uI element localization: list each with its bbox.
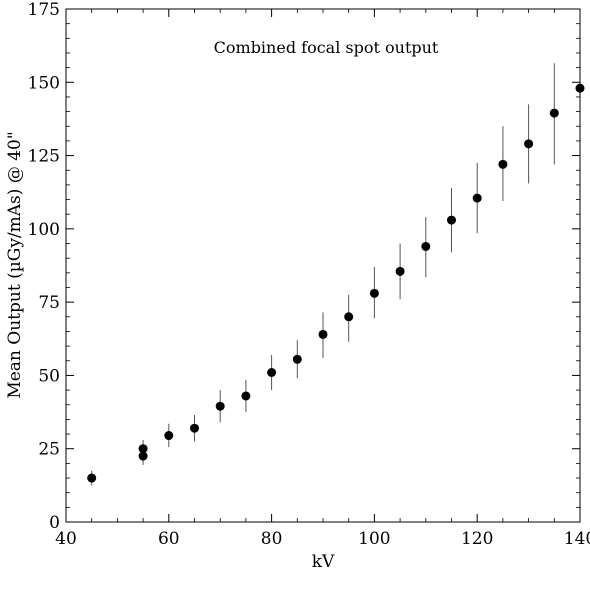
x-tick-label: 40 bbox=[55, 529, 77, 549]
plot-frame bbox=[65, 8, 581, 523]
chart-title: Combined focal spot output bbox=[214, 38, 439, 57]
y-tick-label: 50 bbox=[38, 366, 60, 386]
x-tick-label: 120 bbox=[461, 529, 493, 549]
x-tick-label: 100 bbox=[358, 529, 390, 549]
x-axis-label: kV bbox=[312, 552, 335, 572]
data-point bbox=[549, 108, 559, 118]
data-point bbox=[369, 288, 379, 298]
data-point bbox=[215, 401, 225, 411]
data-point bbox=[498, 159, 508, 169]
y-axis-label: Mean Output (µGy/mAs) @ 40" bbox=[5, 131, 25, 398]
y-tick-label: 125 bbox=[28, 147, 60, 167]
data-point bbox=[472, 193, 482, 203]
data-point bbox=[267, 367, 277, 377]
data-point bbox=[164, 431, 174, 441]
y-tick-label: 100 bbox=[28, 220, 60, 240]
data-point bbox=[292, 354, 302, 364]
data-point bbox=[138, 451, 148, 461]
y-tick-label: 25 bbox=[38, 440, 60, 460]
data-point bbox=[241, 391, 251, 401]
points-layer bbox=[87, 83, 585, 483]
x-tick-label: 60 bbox=[158, 529, 180, 549]
data-point bbox=[344, 312, 354, 322]
data-point bbox=[524, 139, 534, 149]
error-bars-layer bbox=[91, 47, 581, 486]
y-tick-label: 0 bbox=[49, 513, 60, 533]
data-point bbox=[395, 266, 405, 276]
y-tick-label: 175 bbox=[28, 0, 60, 20]
data-point bbox=[190, 423, 199, 433]
data-point bbox=[87, 473, 97, 483]
y-tick-label: 75 bbox=[38, 293, 60, 313]
data-point bbox=[318, 329, 328, 339]
x-tick-label: 80 bbox=[261, 529, 283, 549]
data-point bbox=[447, 215, 456, 225]
y-tick-label: 150 bbox=[28, 73, 60, 93]
data-point bbox=[138, 444, 148, 454]
data-point bbox=[421, 241, 431, 251]
x-tick-label: 140 bbox=[564, 529, 590, 549]
axes-layer: 40 60 80 100 120 140 0 25 50 75 100 125 150 175 bbox=[28, 0, 590, 549]
